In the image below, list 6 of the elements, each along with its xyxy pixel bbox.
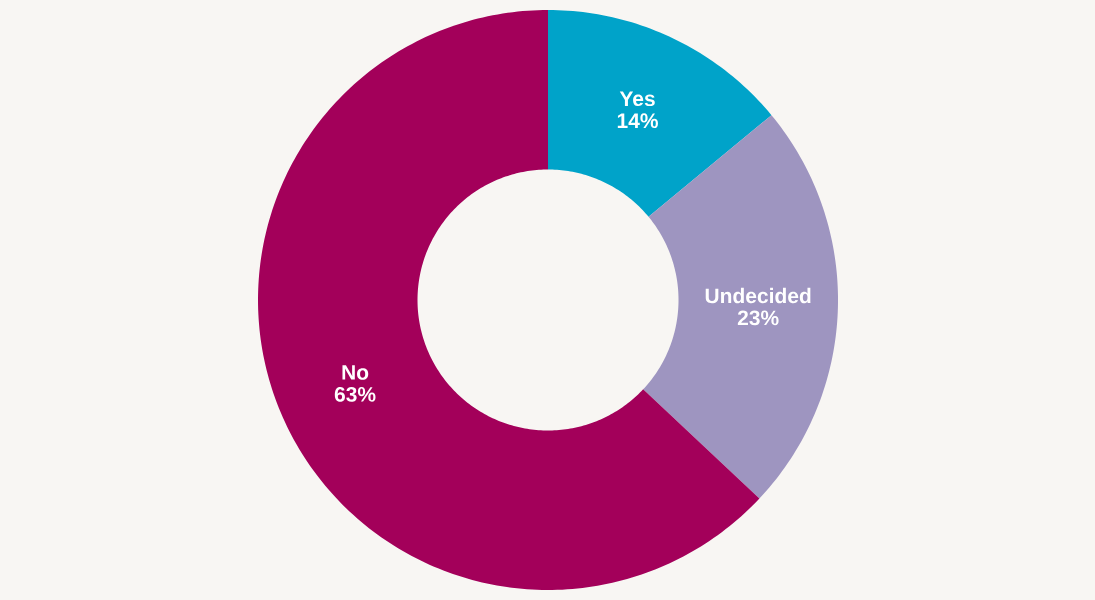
data-label: 14% (617, 113, 658, 129)
slice-label: No (342, 365, 369, 380)
slice-label: Undecided (705, 287, 811, 304)
slice-label: Yes (619, 91, 655, 107)
data-label: 63% (334, 386, 376, 402)
data-label: 23% (737, 310, 779, 326)
